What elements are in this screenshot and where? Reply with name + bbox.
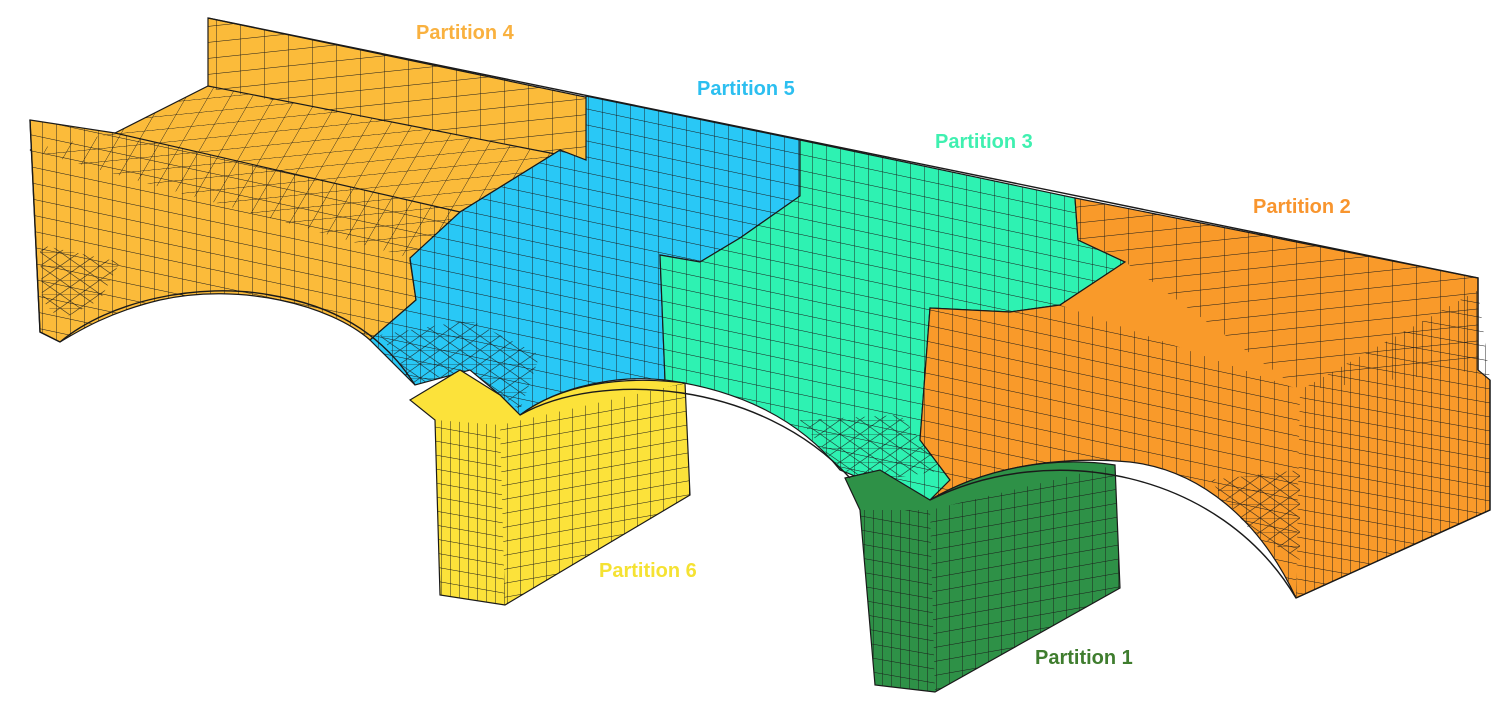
partition-3-label: Partition 3	[935, 131, 1033, 153]
partition-2-label: Partition 2	[1253, 196, 1351, 218]
partition-6-region	[408, 369, 691, 606]
partition-6-label: Partition 6	[599, 560, 697, 582]
partition-1-label: Partition 1	[1035, 647, 1133, 669]
partition-2-region	[919, 197, 1491, 599]
partition-1-region	[844, 461, 1121, 693]
mesh-outline	[29, 17, 1491, 599]
partition-4-region	[29, 17, 591, 343]
partition-4-label: Partition 4	[416, 22, 514, 44]
partition-5-label: Partition 5	[697, 78, 795, 100]
